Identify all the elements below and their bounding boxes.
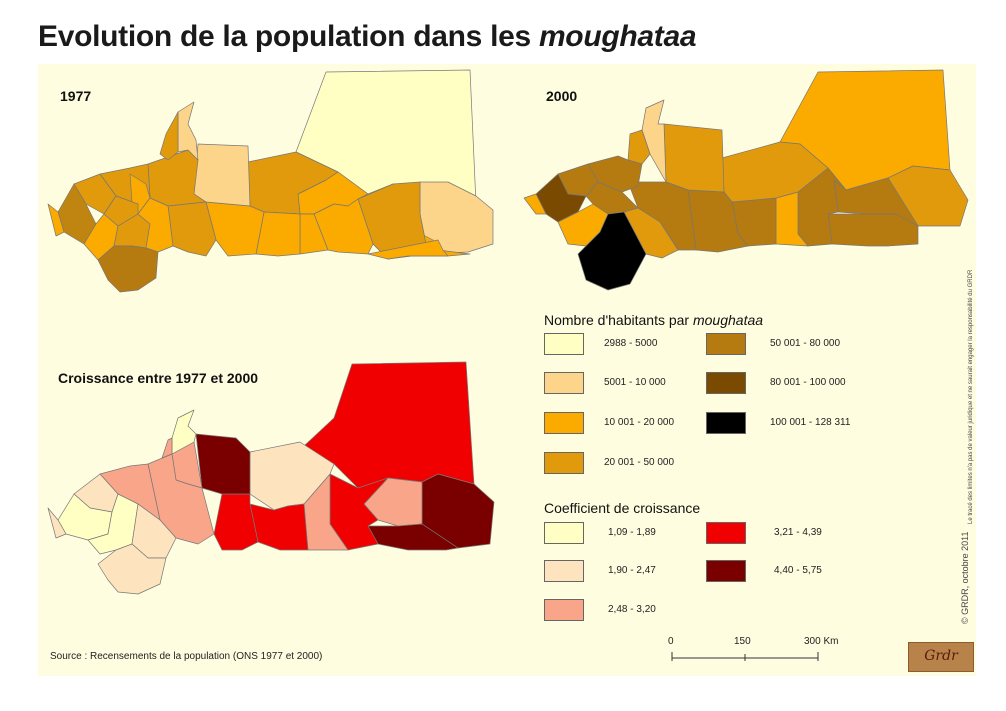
- legend-pop-label-4: 20 001 - 50 000: [604, 457, 675, 468]
- legend-pop-swatch-6: [706, 372, 746, 394]
- legend-growth-swatch-5: [706, 560, 746, 582]
- legend-growth-swatch-3: [544, 599, 584, 621]
- legend-growth-heading: Coefficient de croissance: [544, 500, 701, 516]
- legend-pop-swatch-4: [544, 452, 584, 474]
- legend-pop-swatch-5: [706, 333, 746, 355]
- label-growth: Croissance entre 1977 et 2000: [58, 370, 259, 386]
- scale-bar-line: [671, 652, 819, 661]
- map-2000: [523, 69, 969, 291]
- legend-pop-label-2: 5001 - 10 000: [604, 377, 666, 388]
- maps-svg: [47, 69, 969, 661]
- map-panel: 1977 2000 Croissance entre 1977 et 2000 …: [38, 64, 976, 676]
- legend-pop-label-6: 80 001 - 100 000: [770, 377, 846, 388]
- legend-pop-label-1: 2988 - 5000: [604, 338, 658, 349]
- legend-pop-label-3: 10 001 - 20 000: [604, 417, 675, 428]
- legend-growth-swatch-4: [706, 522, 746, 544]
- legend-pop-swatch-7: [706, 412, 746, 434]
- legend-pop-swatch-2: [544, 372, 584, 394]
- legend-growth-swatch-2: [544, 560, 584, 582]
- page-title: Evolution de la population dans les moug…: [38, 20, 697, 53]
- label-2000: 2000: [546, 88, 578, 104]
- scale-tick-300: 300 Km: [804, 636, 839, 647]
- legend-pop-label-7: 100 001 - 128 311: [770, 417, 851, 428]
- map-growth: [47, 361, 495, 595]
- scale-tick-0: 0: [668, 636, 674, 647]
- legend-pop-swatch-1: [544, 333, 584, 355]
- legend-pop-label-5: 50 001 - 80 000: [770, 338, 841, 349]
- grdr-logo: Grdr: [908, 642, 974, 672]
- legend-growth-swatch-1: [544, 522, 584, 544]
- legend-population-heading: Nombre d'habitants par moughataa: [544, 312, 764, 328]
- legend-growth-label-3: 2,48 - 3,20: [608, 604, 656, 615]
- legend-growth-label-4: 3,21 - 4,39: [774, 527, 822, 538]
- source-text: Source : Recensements de la population (…: [50, 651, 323, 662]
- legend-pop-swatch-3: [544, 412, 584, 434]
- label-1977: 1977: [60, 88, 92, 104]
- disclaimer-text: Le tracé des limites n'a pas de valeur j…: [968, 269, 974, 524]
- scale-tick-150: 150: [734, 636, 751, 647]
- legend-growth-label-1: 1,09 - 1,89: [608, 527, 656, 538]
- legend-growth-label-5: 4,40 - 5,75: [774, 565, 822, 576]
- legend-growth-label-2: 1,90 - 2,47: [608, 565, 656, 576]
- credit-text: © GRDR, octobre 2011: [960, 531, 970, 624]
- map-1977: [47, 69, 494, 293]
